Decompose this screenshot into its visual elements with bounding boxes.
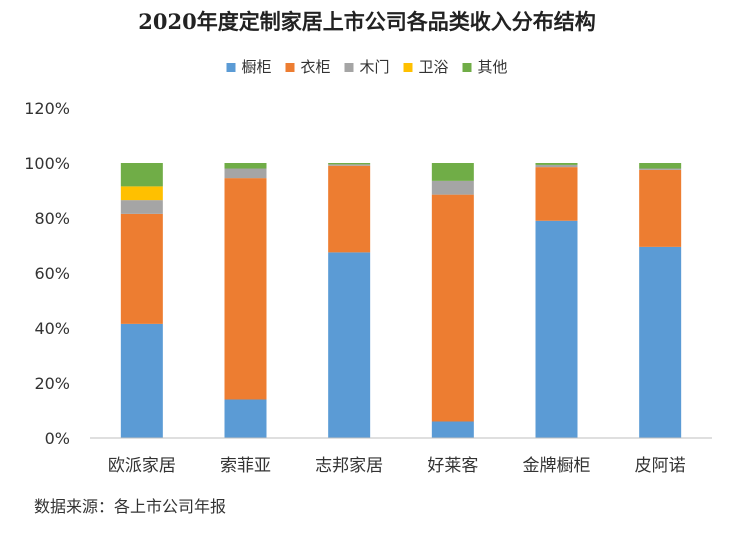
y-tick-label: 20% — [34, 374, 70, 393]
legend-swatch — [344, 63, 354, 72]
bar-segment-1 — [328, 252, 371, 438]
bar-segment-5 — [120, 163, 163, 187]
bar-stack — [639, 163, 682, 438]
bar-segment-5 — [328, 163, 371, 165]
legend-label: 衣柜 — [301, 58, 331, 76]
bar-segment-5 — [639, 163, 682, 169]
legend-swatch — [462, 63, 472, 72]
legend-label: 木门 — [360, 58, 390, 76]
bar-stack — [224, 163, 267, 438]
legend-item: 衣柜 — [285, 58, 331, 76]
bar-segment-1 — [224, 399, 267, 438]
bar-segment-1 — [431, 421, 474, 438]
y-tick-label: 60% — [34, 264, 70, 283]
bar-stack — [328, 163, 371, 438]
legend: 橱柜 衣柜 木门 卫浴 其他 — [226, 58, 508, 76]
bar-segment-3 — [328, 164, 371, 166]
bar-segment-3 — [535, 164, 578, 168]
legend-item: 其他 — [462, 58, 508, 76]
bar-segment-3 — [120, 200, 163, 214]
x-tick-label: 欧派家居 — [108, 456, 176, 476]
bar-segment-3 — [224, 168, 267, 179]
bar-stack — [535, 163, 578, 438]
legend-item: 木门 — [344, 58, 390, 76]
bar-segment-1 — [120, 323, 163, 438]
legend-label: 卫浴 — [419, 58, 449, 76]
legend-label: 橱柜 — [242, 58, 272, 76]
bar-segment-2 — [431, 194, 474, 422]
bar-stack — [431, 163, 474, 438]
x-tick-label: 志邦家居 — [315, 456, 383, 476]
x-tick-label: 皮阿诺 — [635, 456, 686, 476]
legend-item: 橱柜 — [226, 58, 272, 76]
bar-stack — [120, 163, 163, 438]
y-tick-label: 0% — [45, 429, 70, 448]
legend-label: 其他 — [478, 58, 508, 76]
bar-segment-5 — [224, 163, 267, 169]
legend-swatch — [403, 63, 413, 72]
y-tick-label: 80% — [34, 209, 70, 228]
legend-item: 卫浴 — [403, 58, 449, 76]
bar-segment-5 — [431, 163, 474, 181]
x-axis: 欧派家居 索菲亚 志邦家居 好莱客 金牌橱柜 皮阿诺 — [90, 437, 712, 476]
bar-stacks — [120, 163, 682, 438]
x-tick-label: 好莱客 — [427, 456, 478, 476]
bar-segment-5 — [535, 163, 578, 165]
bar-segment-2 — [328, 165, 371, 253]
bar-segment-2 — [535, 167, 578, 221]
bar-segment-1 — [639, 246, 682, 438]
bar-segment-4 — [120, 186, 163, 201]
bar-segment-2 — [120, 213, 163, 324]
x-tick-label: 金牌橱柜 — [523, 456, 591, 476]
y-tick-label: 100% — [24, 154, 70, 173]
legend-swatch — [285, 63, 295, 72]
bar-segment-2 — [224, 178, 267, 400]
bar-segment-3 — [431, 180, 474, 195]
bar-segment-2 — [639, 169, 682, 247]
bar-segment-1 — [535, 220, 578, 438]
chart-title: 2020年度定制家居上市公司各品类收入分布结构 — [138, 9, 595, 34]
bar-segment-3 — [639, 168, 682, 170]
y-tick-label: 40% — [34, 319, 70, 338]
y-tick-label: 120% — [24, 99, 70, 118]
legend-swatch — [226, 63, 236, 72]
x-tick-label: 索菲亚 — [220, 456, 271, 476]
y-axis: 0% 20% 40% 60% 80% 100% 120% — [24, 99, 70, 448]
source-note: 数据来源：各上市公司年报 — [34, 497, 226, 516]
